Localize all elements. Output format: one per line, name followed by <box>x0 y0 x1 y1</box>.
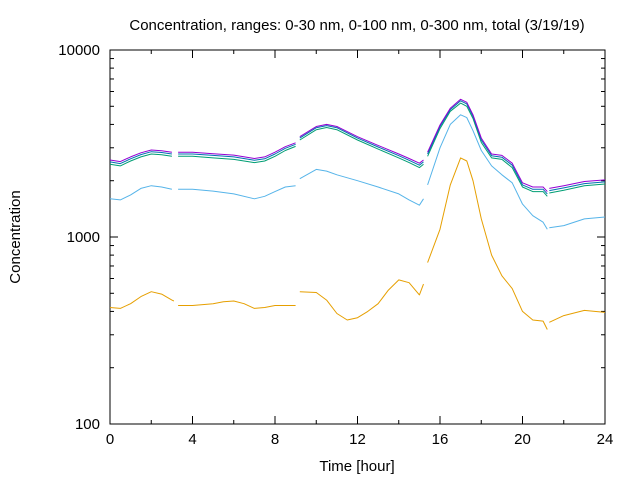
chart-title: Concentration, ranges: 0-30 nm, 0-100 nm… <box>129 17 584 34</box>
y-axis: 100 1000 10000 <box>58 42 605 433</box>
x-tick-label: 20 <box>514 431 531 448</box>
y-tick-label: 10000 <box>58 42 100 59</box>
series-line-1 <box>109 157 606 330</box>
series-line-4 <box>109 100 606 195</box>
x-tick-label: 24 <box>597 431 614 448</box>
x-axis-label: Time [hour] <box>319 458 394 475</box>
series-line-5 <box>109 98 606 192</box>
x-tick-label: 12 <box>349 431 366 448</box>
plot-frame <box>109 49 606 425</box>
x-tick-label: 4 <box>188 431 196 448</box>
series-layer <box>109 98 606 330</box>
series-line-2 <box>109 114 606 230</box>
x-tick-label: 8 <box>271 431 279 448</box>
y-axis-label: Concentration <box>7 190 24 283</box>
x-axis: 0 4 8 12 16 20 24 <box>106 50 614 448</box>
x-tick-label: 16 <box>432 431 449 448</box>
x-tick-label: 0 <box>106 431 114 448</box>
y-tick-label: 100 <box>75 416 100 433</box>
series-line-3 <box>109 102 606 197</box>
y-tick-label: 1000 <box>67 229 100 246</box>
